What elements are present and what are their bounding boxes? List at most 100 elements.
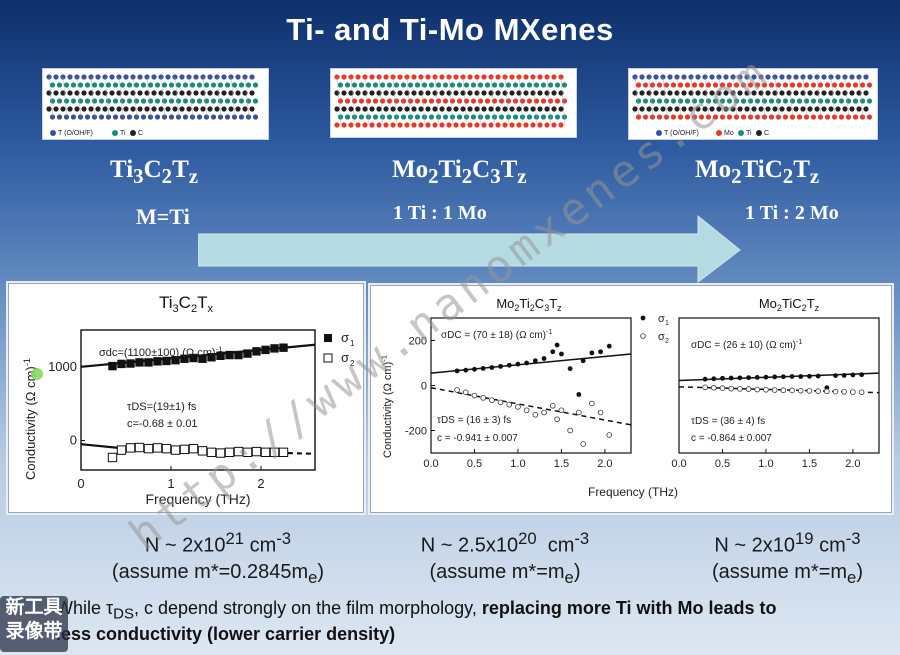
lattice-atom [698,114,705,120]
lattice-atom [632,106,638,112]
lattice-atom [803,114,810,120]
lattice-atom [214,106,220,112]
lattice-atom [523,122,529,128]
lattice-atom [245,82,252,88]
lattice-atom [109,106,115,112]
lattice-bond [392,76,398,126]
lattice-atom [140,114,147,120]
data-point-sigma2 [471,392,478,399]
legend-t-label: T (O/OH/F) [58,130,93,137]
lattice-atom [670,114,677,120]
lattice-atom [831,82,838,88]
lattice-atom [348,106,354,112]
lattice-atom [74,106,80,112]
lattice-atom [470,98,477,104]
lattice-atom [484,82,491,88]
lattice-atom [705,82,712,88]
ratio-mo2ti2c3tz: 1 Ti : 1 Mo [393,202,487,224]
lattice-atom [411,74,417,80]
lattice-atom [56,114,63,120]
lattice-atom [53,90,59,96]
data-point-sigma1 [171,356,180,365]
lattice-bond [676,76,682,118]
data-point-sigma2 [771,387,778,393]
lattice-atom [133,82,140,88]
lattice-atom [807,90,813,96]
lattice-bond [830,76,836,118]
lattice-atom [789,82,796,88]
x-axis-label: Frequency (THz) [145,491,250,507]
lattice-atom [460,106,466,112]
lattice-atom [217,114,224,120]
lattice-atom [414,98,421,104]
data-point-sigma2 [116,445,127,455]
lattice-atom [793,106,799,112]
lattice-atom [768,98,775,104]
lattice-atom [540,82,547,88]
trend-arrow [198,214,741,284]
lattice-atom [656,114,663,120]
lattice-atom [530,106,536,112]
lattice-atom [84,114,91,120]
lattice-atom [526,82,533,88]
lattice-atom [397,106,403,112]
lattice-atom [400,114,407,120]
lattice-atom [460,122,466,128]
lattice-atom [46,106,52,112]
lattice-atom [393,82,400,88]
lattice-atom [649,114,656,120]
data-point-sigma2 [206,447,217,458]
lattice-atom [817,114,824,120]
structure-mo2tic2tz-image: T (O/OH/F) Mo Ti C [628,68,878,140]
plot-frame [80,329,316,471]
data-point-sigma1 [261,345,270,355]
data-point-sigma1 [554,342,560,348]
lattice-atom [126,82,133,88]
data-point-sigma2 [497,399,504,406]
data-point-sigma1 [763,374,769,380]
lattice-atom [723,74,729,80]
cursor-highlight-dot [31,368,43,380]
data-point-sigma2 [179,444,190,455]
lattice-atom [453,106,459,112]
lattice-atom [453,90,459,96]
lattice-atom [123,74,129,80]
lattice-atom [207,106,213,112]
data-point-sigma2 [763,386,769,393]
data-point-sigma2 [107,452,118,463]
lattice-atom [372,98,379,104]
lattice-atom [533,82,540,88]
lattice-atom [719,114,726,120]
lattice-atom [831,98,838,104]
lattice-bond [504,76,510,126]
data-point-sigma1 [454,368,460,374]
lattice-atom [761,82,768,88]
lattice-atom [712,82,719,88]
x-tick-label: 2 [257,476,264,491]
lattice-atom [154,82,161,88]
lattice-atom [404,90,410,96]
lattice-atom [684,114,691,120]
lattice-atom [400,98,407,104]
legend-t-label: T (O/OH/F) [664,130,699,137]
annotation-c: c = -0.941 ± 0.007 [437,433,518,444]
lattice-atom [449,82,456,88]
lattice-atom [716,106,722,112]
lattice-atom [249,74,255,80]
data-point-sigma2 [737,386,743,392]
lattice-atom [81,90,87,96]
lattice-atom [544,90,550,96]
material-name-mo2ti2c3tz: Mo2Ti2C3Tz [392,156,527,188]
data-point-sigma2 [215,448,226,458]
lattice-atom [544,122,550,128]
mo2tic2tz-lattice: T (O/OH/F) Mo Ti C [632,74,873,137]
x-tick-label: 1.5 [554,458,569,470]
lattice-atom [859,82,866,88]
legend-ti-label: Ti [746,130,752,137]
data-point-sigma2 [832,388,839,395]
data-point-sigma1 [117,359,126,369]
lattice-atom [642,98,649,104]
lattice-atom [432,90,438,96]
data-point-sigma1 [780,374,786,380]
lattice-atom [684,98,691,104]
